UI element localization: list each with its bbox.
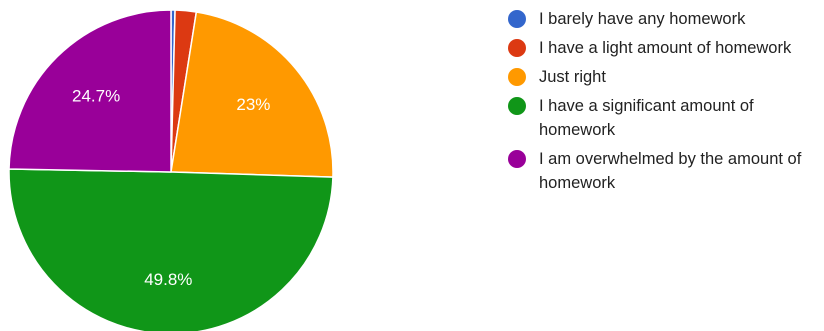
legend-item-light: I have a light amount of homework: [508, 36, 818, 60]
slice-label-overwhelmed: 24.7%: [72, 87, 120, 106]
legend-label-light: I have a light amount of homework: [539, 39, 792, 57]
legend-swatch-barely: [508, 10, 526, 28]
legend: I barely have any homework I have a ligh…: [508, 7, 818, 200]
legend-item-significant: I have a significant amount of homework: [508, 94, 818, 142]
legend-item-barely: I barely have any homework: [508, 7, 818, 31]
legend-swatch-light: [508, 39, 526, 57]
legend-item-overwhelmed: I am overwhelmed by the amount of homewo…: [508, 147, 818, 195]
slice-label-just-right: 23%: [236, 95, 270, 114]
pie-slice-significant: [8, 168, 334, 331]
legend-item-just-right: Just right: [508, 65, 818, 89]
pie-slice-overwhelmed: [8, 9, 172, 173]
legend-label-barely: I barely have any homework: [539, 10, 746, 28]
slice-label-significant: 49.8%: [144, 270, 192, 289]
legend-label-just-right: Just right: [539, 68, 606, 86]
legend-label-overwhelmed: I am overwhelmed by the amount of homewo…: [539, 150, 802, 192]
pie-slice-just-right: [170, 11, 334, 178]
legend-label-significant: I have a significant amount of homework: [539, 97, 754, 139]
legend-swatch-overwhelmed: [508, 150, 526, 168]
legend-swatch-just-right: [508, 68, 526, 86]
legend-swatch-significant: [508, 97, 526, 115]
